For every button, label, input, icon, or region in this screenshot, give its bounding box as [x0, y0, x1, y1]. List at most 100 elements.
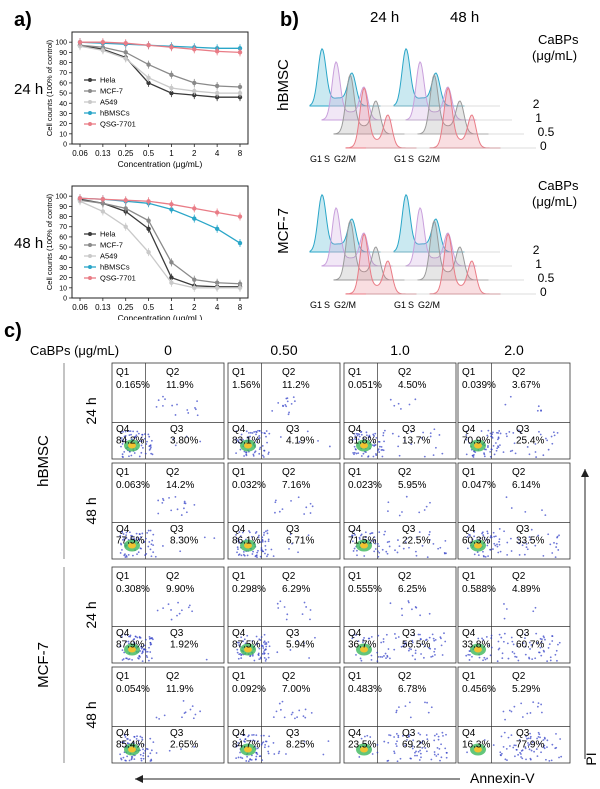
- q2-name: Q2: [512, 671, 526, 682]
- annexin-arrowhead: [135, 775, 143, 783]
- cell-dot: [369, 736, 372, 738]
- q4-value: 87.9%: [116, 640, 144, 651]
- cell-dot: [540, 409, 542, 412]
- cell-dot: [183, 712, 186, 715]
- q1-name: Q1: [348, 467, 362, 478]
- cell-dot: [279, 708, 282, 711]
- cell-dot: [242, 640, 245, 643]
- histogram-2-0: [309, 193, 381, 253]
- q2-name: Q2: [512, 467, 526, 478]
- cell-dot: [145, 747, 148, 750]
- cell-dot: [371, 540, 374, 542]
- cell-dot: [283, 716, 286, 719]
- y-tick-label: 0: [63, 142, 67, 149]
- cell-dot: [408, 701, 411, 704]
- cell-dot: [370, 654, 373, 657]
- cell-dot: [167, 603, 170, 606]
- cell-dot: [170, 609, 172, 611]
- q1-name: Q1: [462, 571, 476, 582]
- q3-value: 13.7%: [402, 436, 430, 447]
- q4-name: Q4: [348, 728, 362, 739]
- cell-dot: [302, 715, 305, 718]
- cell-dot: [376, 743, 379, 746]
- cell-dot: [359, 534, 362, 537]
- cell-dot: [467, 653, 470, 656]
- cell-dot: [377, 634, 380, 637]
- cell-dot: [124, 434, 127, 437]
- flow-plot-frame: [343, 566, 457, 664]
- cell-dot: [174, 495, 177, 498]
- cell-dot: [148, 449, 151, 451]
- data-point: [237, 90, 243, 96]
- cell-dot: [144, 554, 146, 557]
- cell-dot: [482, 659, 484, 662]
- cell-dot: [150, 452, 153, 455]
- cell-dot: [142, 754, 145, 757]
- cell-dot: [238, 441, 241, 444]
- cell-dot: [384, 530, 386, 533]
- cell-dot: [360, 455, 363, 457]
- cell-dot: [551, 743, 554, 746]
- cell-dot: [425, 734, 428, 736]
- plot-frame: [71, 185, 249, 299]
- cell-dot: [378, 551, 381, 554]
- cell-dot: [296, 716, 298, 719]
- cell-dot: [125, 534, 127, 537]
- cell-dot: [538, 733, 541, 736]
- cell-dot: [389, 657, 391, 660]
- cell-dot: [142, 752, 145, 755]
- conc-header: 1.0: [390, 342, 410, 358]
- cell-dot: [486, 532, 489, 535]
- cell-dot: [285, 753, 287, 755]
- cell-dot: [187, 606, 190, 609]
- cell-dot: [556, 535, 559, 538]
- cell-dot: [555, 542, 558, 545]
- cell-dot: [440, 743, 442, 746]
- cell-dot: [260, 547, 263, 549]
- cell-dot: [365, 536, 367, 538]
- cell-dot: [367, 455, 370, 458]
- cell-dot: [421, 437, 423, 439]
- cell-dot: [305, 506, 308, 509]
- cell-dot: [155, 716, 158, 719]
- cell-dot: [508, 431, 511, 433]
- cell-dot: [416, 754, 418, 757]
- cell-dot: [297, 496, 300, 499]
- cell-dot: [473, 553, 476, 556]
- cell-dot: [265, 658, 268, 661]
- cell-dot: [265, 645, 268, 648]
- q1-value: 0.483%: [348, 684, 382, 695]
- cell-dot: [372, 455, 375, 458]
- q3-value: 4.19%: [286, 436, 314, 447]
- data-point: [169, 85, 174, 91]
- cell-line-label-hbmsc: hBMSC: [35, 435, 52, 487]
- cell-dot: [358, 538, 361, 540]
- cell-dot: [268, 645, 271, 648]
- cell-dot: [298, 440, 301, 443]
- cell-dot: [297, 551, 299, 554]
- cell-dot: [128, 531, 131, 534]
- cell-dot: [358, 756, 361, 758]
- cell-dot: [412, 739, 415, 742]
- cell-dot: [521, 757, 524, 760]
- cell-dot: [147, 433, 150, 436]
- cell-dot: [288, 411, 290, 414]
- cell-dot: [363, 637, 365, 639]
- q2-name: Q2: [282, 671, 296, 682]
- cell-dot: [465, 434, 468, 436]
- cell-dot: [526, 446, 529, 448]
- cell-dot: [143, 540, 146, 543]
- data-point: [214, 90, 220, 96]
- cell-dot: [440, 756, 443, 759]
- cell-dot: [397, 445, 400, 448]
- cell-dot: [250, 535, 253, 538]
- cell-dot: [263, 746, 266, 749]
- cell-dot: [546, 746, 548, 749]
- cell-dot: [292, 396, 295, 399]
- cell-dot: [538, 430, 540, 433]
- cell-dot: [309, 502, 312, 505]
- data-point: [192, 285, 197, 291]
- cell-line-label-mcf7: MCF-7: [35, 642, 52, 688]
- cell-dot: [554, 747, 557, 750]
